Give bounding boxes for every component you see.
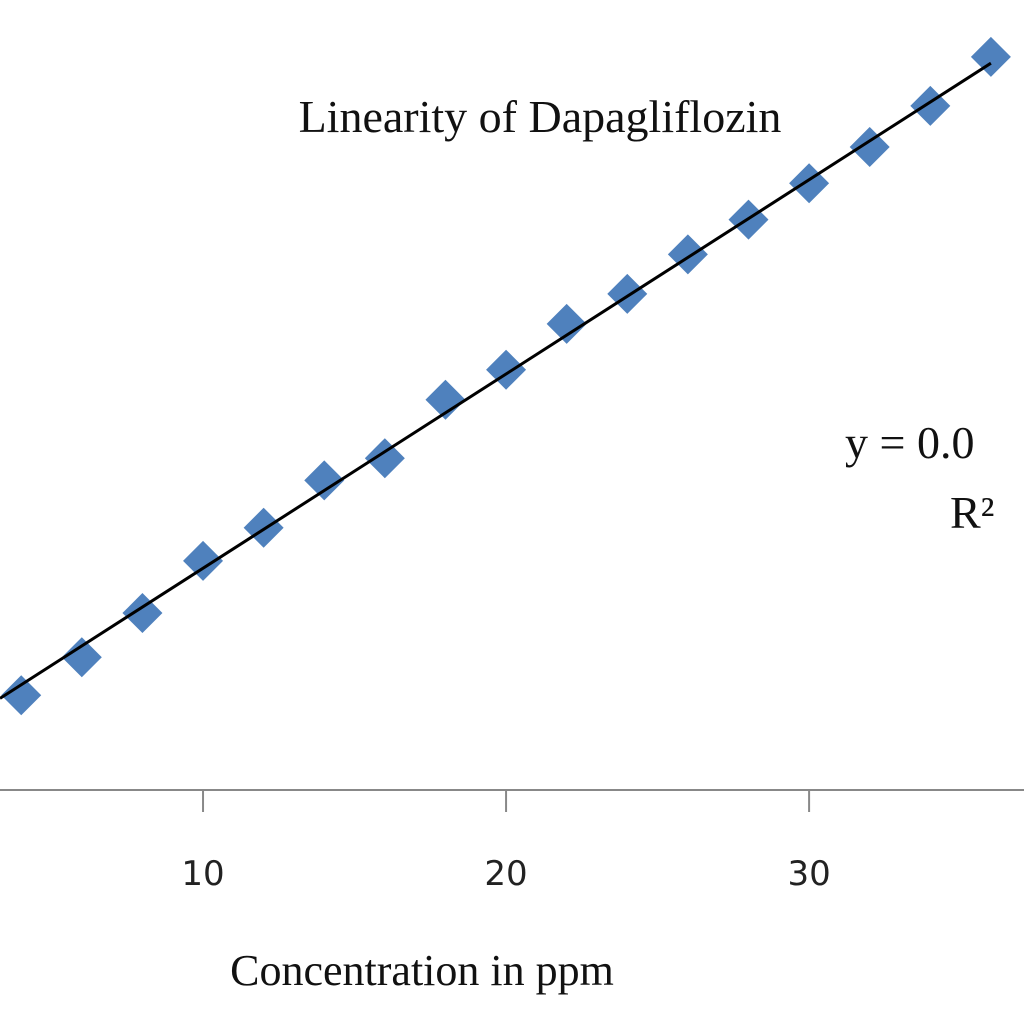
x-tick-label: 30 xyxy=(787,854,830,894)
data-point xyxy=(970,36,1011,77)
chart-title: Linearity of Dapagliflozin xyxy=(299,91,782,142)
data-point xyxy=(667,234,708,275)
x-tick-label: 10 xyxy=(181,854,224,894)
data-point xyxy=(546,303,587,344)
data-point xyxy=(607,273,648,314)
data-point xyxy=(122,593,163,634)
trendline xyxy=(0,61,992,700)
data-point xyxy=(364,438,405,479)
data-point xyxy=(304,460,345,501)
data-point xyxy=(849,126,890,167)
x-axis-label: Concentration in ppm xyxy=(230,946,614,995)
trendline-equation: y = 0.0 xyxy=(845,417,974,468)
x-axis-ticks: 10 20 30 xyxy=(181,790,831,894)
data-point xyxy=(1,675,42,716)
data-point xyxy=(183,540,224,581)
plot-area xyxy=(0,36,1011,716)
x-tick-label: 20 xyxy=(484,854,527,894)
data-point xyxy=(61,637,102,678)
r-squared-label: R² xyxy=(950,487,994,538)
data-point xyxy=(425,379,466,420)
